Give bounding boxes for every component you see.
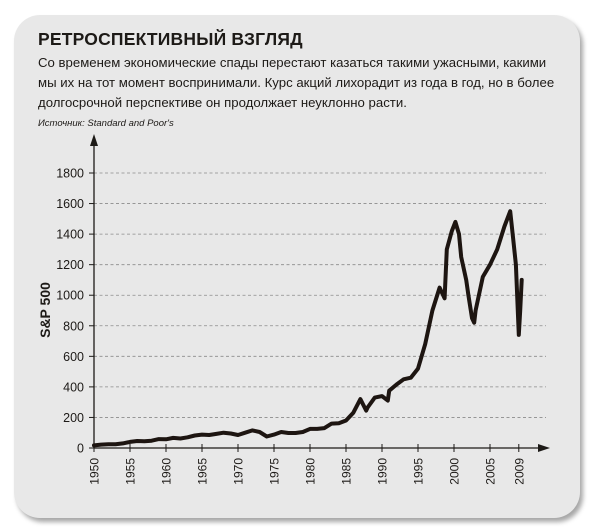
y-tick-label: 800 [63, 319, 84, 333]
x-tick-label: 1980 [304, 458, 318, 485]
y-axis-label: S&P 500 [37, 282, 53, 338]
y-tick-label: 1800 [56, 167, 84, 181]
y-tick-label: 1400 [56, 228, 84, 242]
x-tick-label: 2005 [484, 458, 498, 485]
chart-title: РЕТРОСПЕКТИВНЫЙ ВЗГЛЯД [38, 29, 303, 49]
y-tick-label: 1000 [56, 289, 84, 303]
x-tick-label: 1970 [232, 458, 246, 485]
y-tick-label: 200 [63, 411, 84, 425]
x-tick-label: 1995 [412, 458, 426, 485]
x-tick-label: 1960 [160, 458, 174, 485]
y-tick-label: 1200 [56, 258, 84, 272]
x-axis-arrow-icon [538, 444, 550, 452]
y-tick-label: 1600 [56, 197, 84, 211]
x-tick-label: 1950 [88, 458, 102, 485]
chart-source: Источник: Standard and Poor's [38, 118, 174, 129]
x-tick-label: 1975 [268, 458, 282, 485]
x-tick-label: 1985 [340, 458, 354, 485]
y-tick-label: 400 [63, 380, 84, 394]
y-axis-arrow-icon [90, 134, 98, 146]
x-tick-label: 2009 [512, 458, 526, 485]
x-tick-label: 2000 [448, 458, 462, 485]
x-tick-label: 1955 [124, 458, 138, 485]
y-tick-label: 0 [77, 442, 84, 456]
y-tick-label: 600 [63, 350, 84, 364]
chart-subtitle: Со временем экономические спады перестаю… [38, 55, 555, 110]
x-tick-label: 1990 [376, 458, 390, 485]
sp500-series-line [92, 209, 524, 448]
x-tick-label: 1965 [196, 458, 210, 485]
